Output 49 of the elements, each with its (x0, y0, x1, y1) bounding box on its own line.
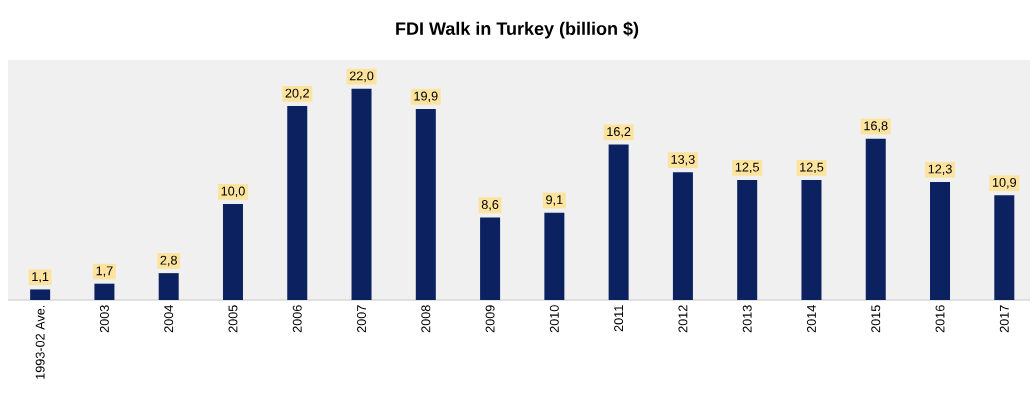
data-label: 10,0 (221, 186, 245, 198)
data-label: 1,7 (96, 266, 113, 277)
data-label: 12,5 (735, 162, 759, 174)
x-tick-label: 2004 (164, 305, 174, 333)
chart-title: FDI Walk in Turkey (billion $) (396, 21, 639, 39)
bar (158, 273, 179, 300)
data-label: 13,3 (671, 154, 695, 166)
x-tick-label: 2007 (357, 305, 367, 333)
data-label: 12,3 (928, 164, 952, 175)
data-label: 20,2 (285, 88, 309, 100)
x-tick-label: 2009 (485, 305, 495, 333)
bar (672, 172, 693, 300)
data-label: 16,8 (864, 121, 888, 132)
x-tick-label: 2014 (806, 305, 816, 333)
x-tick-label: 2013 (742, 305, 752, 333)
x-tick-label: 1993-02 Ave. (35, 305, 45, 379)
data-label: 8,6 (481, 200, 499, 211)
data-label: 2,8 (160, 255, 177, 267)
bar (930, 181, 951, 300)
bar (544, 212, 565, 300)
bar (480, 217, 501, 300)
x-tick-label: 2016 (935, 305, 945, 333)
data-label: 1,1 (32, 272, 49, 283)
x-tick-label: 2011 (614, 305, 624, 332)
bar (801, 180, 822, 300)
data-label: 16,2 (607, 127, 631, 138)
bar (351, 88, 372, 300)
bar (737, 180, 758, 300)
x-tick-label: 2015 (871, 305, 881, 333)
x-tick-label: 2005 (228, 305, 238, 333)
x-tick-label: 2017 (999, 305, 1009, 333)
bar (94, 283, 115, 300)
x-tick-label: 2003 (99, 305, 109, 333)
x-tick-label: 2006 (292, 305, 302, 333)
bar (222, 204, 243, 300)
data-label: 22,0 (349, 71, 374, 82)
bar (30, 289, 51, 300)
data-label: 12,5 (800, 162, 824, 174)
data-label: 19,9 (414, 91, 438, 103)
data-label: 10,9 (992, 177, 1017, 189)
x-tick-label: 2010 (549, 305, 559, 333)
bar (287, 106, 308, 300)
bar (865, 138, 886, 300)
x-tick-label: 2012 (678, 305, 688, 333)
bar (994, 195, 1015, 300)
x-tick-label: 2008 (421, 305, 431, 333)
data-label: 9,1 (546, 195, 563, 206)
bar (608, 144, 629, 300)
bar (415, 108, 436, 300)
